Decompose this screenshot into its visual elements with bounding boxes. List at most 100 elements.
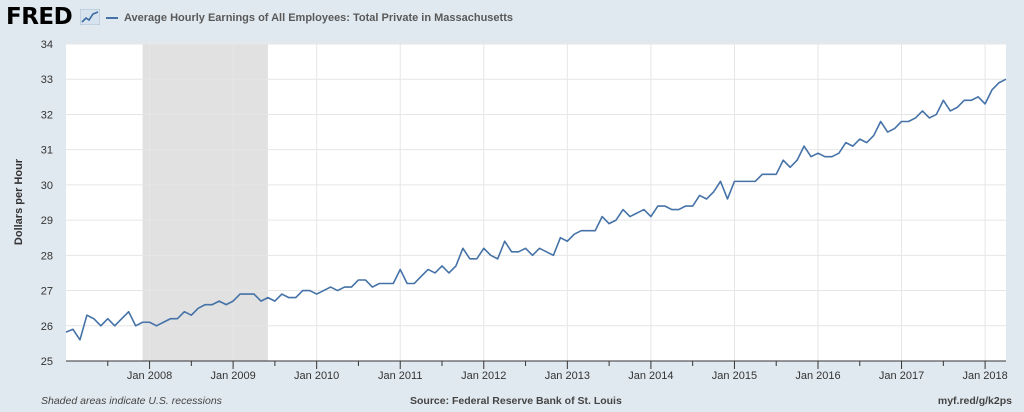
data-point[interactable]	[676, 207, 681, 212]
data-point[interactable]	[892, 126, 897, 131]
data-point[interactable]	[753, 179, 758, 184]
data-point[interactable]	[697, 193, 702, 198]
data-point[interactable]	[474, 256, 479, 261]
data-point[interactable]	[850, 144, 855, 149]
data-point[interactable]	[662, 204, 667, 209]
data-point[interactable]	[711, 189, 716, 194]
data-point[interactable]	[767, 172, 772, 177]
data-point[interactable]	[293, 295, 298, 300]
data-point[interactable]	[112, 323, 117, 328]
data-point[interactable]	[1004, 77, 1009, 82]
data-point[interactable]	[412, 281, 417, 286]
data-point[interactable]	[920, 108, 925, 113]
data-point[interactable]	[899, 119, 904, 124]
data-point[interactable]	[983, 101, 988, 106]
data-point[interactable]	[725, 196, 730, 201]
data-point[interactable]	[927, 115, 932, 120]
data-point[interactable]	[321, 288, 326, 293]
data-point[interactable]	[77, 337, 82, 342]
data-point[interactable]	[593, 228, 598, 233]
data-point[interactable]	[265, 295, 270, 300]
data-point[interactable]	[453, 263, 458, 268]
data-point[interactable]	[641, 207, 646, 212]
data-point[interactable]	[871, 133, 876, 138]
data-point[interactable]	[934, 112, 939, 117]
data-point[interactable]	[621, 207, 626, 212]
data-point[interactable]	[286, 295, 291, 300]
data-point[interactable]	[704, 196, 709, 201]
data-point[interactable]	[272, 299, 277, 304]
data-point[interactable]	[502, 239, 507, 244]
data-point[interactable]	[91, 316, 96, 321]
data-point[interactable]	[509, 249, 514, 254]
data-point[interactable]	[739, 179, 744, 184]
data-point[interactable]	[154, 323, 159, 328]
data-point[interactable]	[335, 288, 340, 293]
data-point[interactable]	[558, 235, 563, 240]
data-point[interactable]	[363, 277, 368, 282]
data-point[interactable]	[732, 179, 737, 184]
data-point[interactable]	[523, 246, 528, 251]
data-point[interactable]	[377, 281, 382, 286]
data-point[interactable]	[307, 288, 312, 293]
data-point[interactable]	[537, 246, 542, 251]
data-point[interactable]	[760, 172, 765, 177]
data-point[interactable]	[586, 228, 591, 233]
data-point[interactable]	[836, 151, 841, 156]
data-point[interactable]	[140, 320, 145, 325]
data-point[interactable]	[119, 316, 124, 321]
data-point[interactable]	[64, 330, 69, 335]
data-point[interactable]	[809, 154, 814, 159]
data-point[interactable]	[822, 154, 827, 159]
data-point[interactable]	[168, 316, 173, 321]
data-point[interactable]	[196, 306, 201, 311]
data-point[interactable]	[565, 239, 570, 244]
data-point[interactable]	[551, 253, 556, 258]
data-point[interactable]	[460, 246, 465, 251]
data-point[interactable]	[976, 94, 981, 99]
data-point[interactable]	[446, 270, 451, 275]
data-point[interactable]	[147, 320, 152, 325]
data-point[interactable]	[948, 108, 953, 113]
data-point[interactable]	[161, 320, 166, 325]
data-point[interactable]	[370, 285, 375, 290]
data-point[interactable]	[607, 221, 612, 226]
data-point[interactable]	[495, 256, 500, 261]
data-point[interactable]	[795, 158, 800, 163]
data-point[interactable]	[600, 214, 605, 219]
data-point[interactable]	[864, 140, 869, 145]
data-point[interactable]	[941, 98, 946, 103]
data-point[interactable]	[133, 323, 138, 328]
data-point[interactable]	[105, 316, 110, 321]
data-point[interactable]	[252, 292, 257, 297]
data-point[interactable]	[349, 285, 354, 290]
data-point[interactable]	[356, 277, 361, 282]
fred-logo[interactable]: FRED	[6, 4, 73, 30]
data-point[interactable]	[391, 281, 396, 286]
data-point[interactable]	[245, 292, 250, 297]
data-point[interactable]	[774, 172, 779, 177]
data-point[interactable]	[224, 302, 229, 307]
data-point[interactable]	[481, 246, 486, 251]
data-point[interactable]	[126, 309, 131, 314]
data-point[interactable]	[669, 207, 674, 212]
data-point[interactable]	[203, 302, 208, 307]
data-point[interactable]	[279, 292, 284, 297]
data-point[interactable]	[572, 232, 577, 237]
data-point[interactable]	[885, 130, 890, 135]
data-point[interactable]	[997, 80, 1002, 85]
series-line[interactable]	[65, 78, 1007, 341]
data-point[interactable]	[300, 288, 305, 293]
data-point[interactable]	[990, 87, 995, 92]
data-point[interactable]	[962, 98, 967, 103]
data-point[interactable]	[579, 228, 584, 233]
data-point[interactable]	[628, 214, 633, 219]
data-point[interactable]	[802, 144, 807, 149]
data-point[interactable]	[182, 309, 187, 314]
data-point[interactable]	[746, 179, 751, 184]
data-point[interactable]	[467, 256, 472, 261]
data-point[interactable]	[405, 281, 410, 286]
data-point[interactable]	[683, 204, 688, 209]
data-point[interactable]	[655, 204, 660, 209]
data-point[interactable]	[328, 285, 333, 290]
